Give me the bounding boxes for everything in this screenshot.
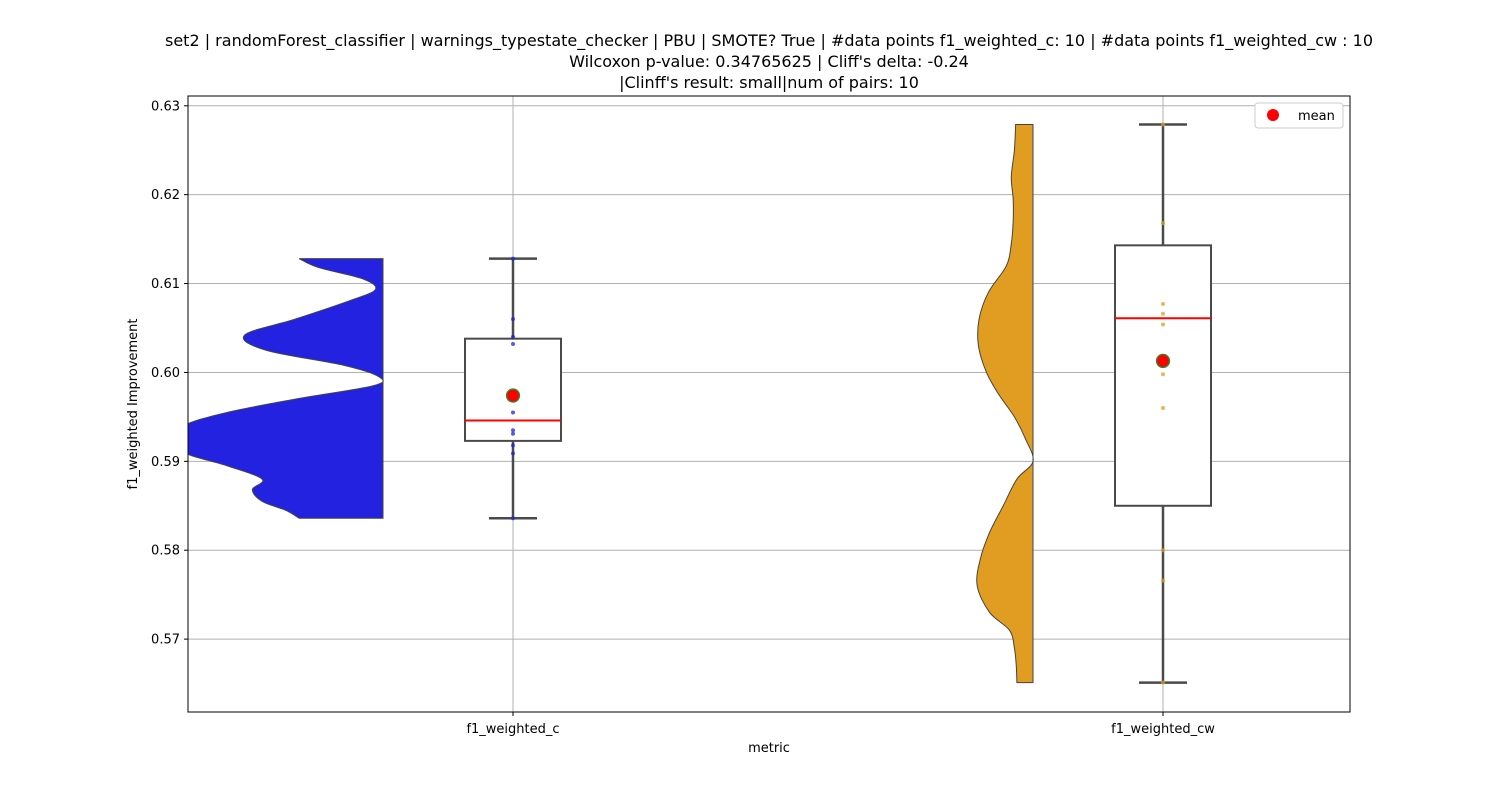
data-point <box>511 342 515 346</box>
data-point <box>1161 406 1165 410</box>
data-point <box>1161 680 1165 685</box>
plot-frame <box>187 95 1351 713</box>
title-line-3: |Clinff's result: small|num of pairs: 10 <box>619 73 919 92</box>
data-point <box>511 410 515 415</box>
chart-title: set2 | randomForest_classifier | warning… <box>0 30 1500 93</box>
violin-f1_weighted_cw <box>976 123 1034 684</box>
data-point <box>1161 322 1165 327</box>
data-point <box>1161 578 1165 583</box>
title-line-1: set2 | randomForest_classifier | warning… <box>164 31 1373 50</box>
y-tick-label: 0.57 <box>151 633 180 648</box>
x-axis-label: metric <box>748 741 790 756</box>
legend: mean <box>1254 102 1344 129</box>
data-point <box>511 317 515 322</box>
mean-marker <box>505 388 521 403</box>
data-point <box>511 428 515 433</box>
data-point <box>1161 372 1165 377</box>
data-point <box>1161 221 1165 226</box>
data-point <box>1161 302 1165 306</box>
legend-mean-marker <box>1267 109 1279 121</box>
boxplots <box>464 122 1212 685</box>
y-axis-label: f1_weighted Improvement <box>126 318 141 489</box>
y-tick-label: 0.62 <box>151 188 180 203</box>
axes: 0.57 0.58 0.59 0.60 0.61 0.62 0.63 f1_weighted_… <box>151 99 1215 737</box>
boxplot-f1_weighted_c <box>464 256 562 521</box>
y-tick-label: 0.58 <box>151 544 180 559</box>
data-point <box>511 431 515 436</box>
legend-mean-label: mean <box>1298 109 1335 124</box>
boxplot-f1_weighted_cw <box>1114 122 1212 685</box>
legend-box <box>1254 102 1344 129</box>
data-point <box>1161 122 1165 127</box>
data-point <box>511 451 515 456</box>
x-tick-label: f1_weighted_c <box>466 722 559 737</box>
violin-f1_weighted_c <box>188 258 384 519</box>
x-tick-label: f1_weighted_cw <box>1111 722 1215 737</box>
violins <box>188 123 1034 684</box>
y-tick-label: 0.60 <box>151 366 180 381</box>
y-tick-label: 0.63 <box>151 99 180 114</box>
data-point <box>511 516 515 521</box>
data-point <box>511 443 515 448</box>
title-line-2: Wilcoxon p-value: 0.34765625 | Cliff's d… <box>569 52 969 71</box>
data-point <box>1161 548 1165 553</box>
data-point <box>511 334 515 339</box>
data-point <box>1161 311 1165 316</box>
y-tick-label: 0.59 <box>151 455 180 470</box>
mean-marker <box>1155 353 1171 369</box>
data-point <box>511 256 515 261</box>
y-tick-label: 0.61 <box>151 277 180 292</box>
